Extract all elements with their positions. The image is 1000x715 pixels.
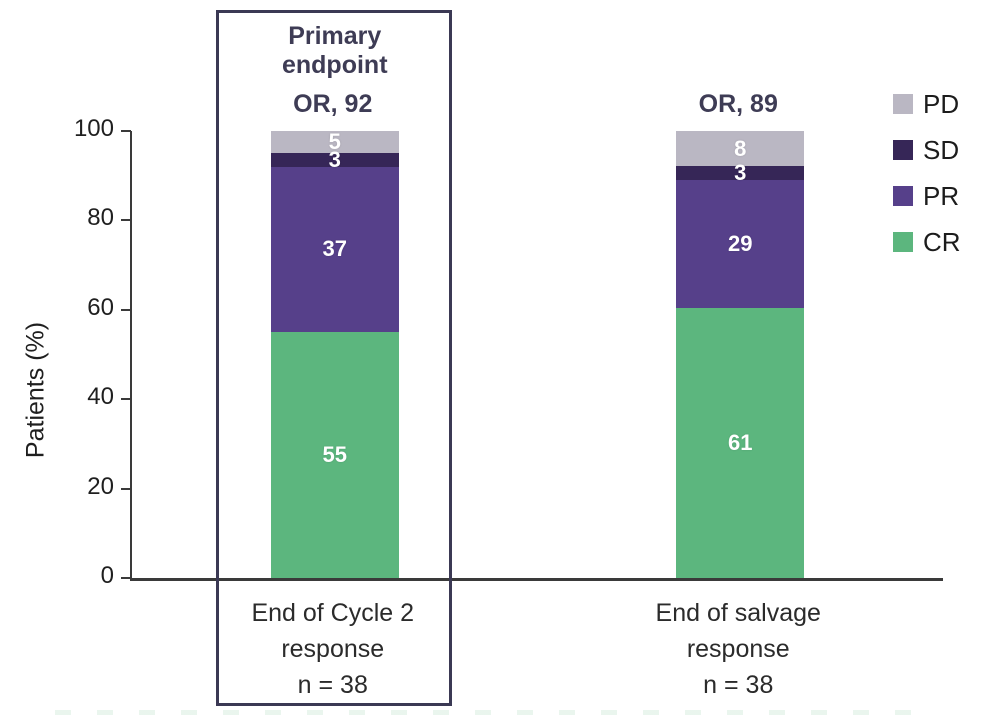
legend-item-cr: CR xyxy=(893,227,961,257)
y-tick-mark xyxy=(121,487,131,490)
or-label-1: OR, 92 xyxy=(293,90,373,118)
legend-item-pd: PD xyxy=(893,89,961,119)
bar-segment-value-pd: 5 xyxy=(328,129,341,155)
y-axis-title: Patients (%) xyxy=(21,321,50,459)
bar-segment-cr: 55 xyxy=(270,332,399,578)
legend-swatch-pr xyxy=(893,186,913,206)
bar-segment-value-pr: 37 xyxy=(322,236,347,262)
bar-segment-pr: 37 xyxy=(270,166,399,333)
y-tick-label: 60 xyxy=(87,293,114,321)
y-tick-mark xyxy=(121,308,131,311)
legend-swatch-pd xyxy=(893,94,913,114)
bar-segment-value-sd: 3 xyxy=(328,147,341,173)
legend-label-cr: CR xyxy=(923,227,961,257)
bar-segment-pd: 5 xyxy=(270,129,399,155)
y-tick-mark xyxy=(121,130,131,132)
y-tick-mark xyxy=(121,398,131,401)
y-tick-label: 20 xyxy=(87,472,114,500)
stacked-bar-2: 8 3 29 61 xyxy=(676,131,805,578)
legend-item-sd: SD xyxy=(893,135,961,165)
bar-segment-value-cr: 55 xyxy=(322,442,347,468)
y-tick-label: 40 xyxy=(87,383,114,411)
bar-segment-value-cr: 61 xyxy=(728,430,753,456)
legend-swatch-cr xyxy=(893,232,913,252)
bar-segment-value-pr: 29 xyxy=(728,230,753,256)
cropped-caption-remnant xyxy=(55,710,930,715)
bar-segment-pr: 29 xyxy=(676,179,805,309)
bar-segment-value-pd: 8 xyxy=(734,135,747,161)
bar-segment-sd: 3 xyxy=(270,149,399,171)
stacked-bar-1: 5 3 37 55 xyxy=(270,129,399,578)
legend-label-pr: PR xyxy=(923,181,960,211)
bar-segment-pd: 8 xyxy=(676,131,805,167)
plot-area: 0 20 40 60 80 100 5 3 37 55 8 3 29 61 xyxy=(74,115,943,589)
bar-segment-value-sd: 3 xyxy=(734,160,747,186)
legend-label-pd: PD xyxy=(923,89,960,119)
y-tick-mark xyxy=(121,219,131,222)
legend: PD SD PR CR xyxy=(893,89,961,257)
legend-swatch-sd xyxy=(893,140,913,160)
or-label-2: OR, 89 xyxy=(698,90,778,118)
y-tick-label: 0 xyxy=(100,562,114,589)
y-tick-mark xyxy=(121,577,131,579)
bar-segment-cr: 61 xyxy=(676,308,805,578)
y-tick-label: 80 xyxy=(87,204,114,232)
bar-segment-sd: 3 xyxy=(676,162,805,184)
y-tick-label: 100 xyxy=(73,115,114,142)
primary-endpoint-annotation: Primary endpoint xyxy=(281,22,388,79)
legend-label-sd: SD xyxy=(923,135,960,165)
category-label-1: End of Cycle 2 response n = 38 xyxy=(251,599,415,699)
legend-item-pr: PR xyxy=(893,181,961,211)
category-label-2: End of salvage response n = 38 xyxy=(655,599,821,699)
